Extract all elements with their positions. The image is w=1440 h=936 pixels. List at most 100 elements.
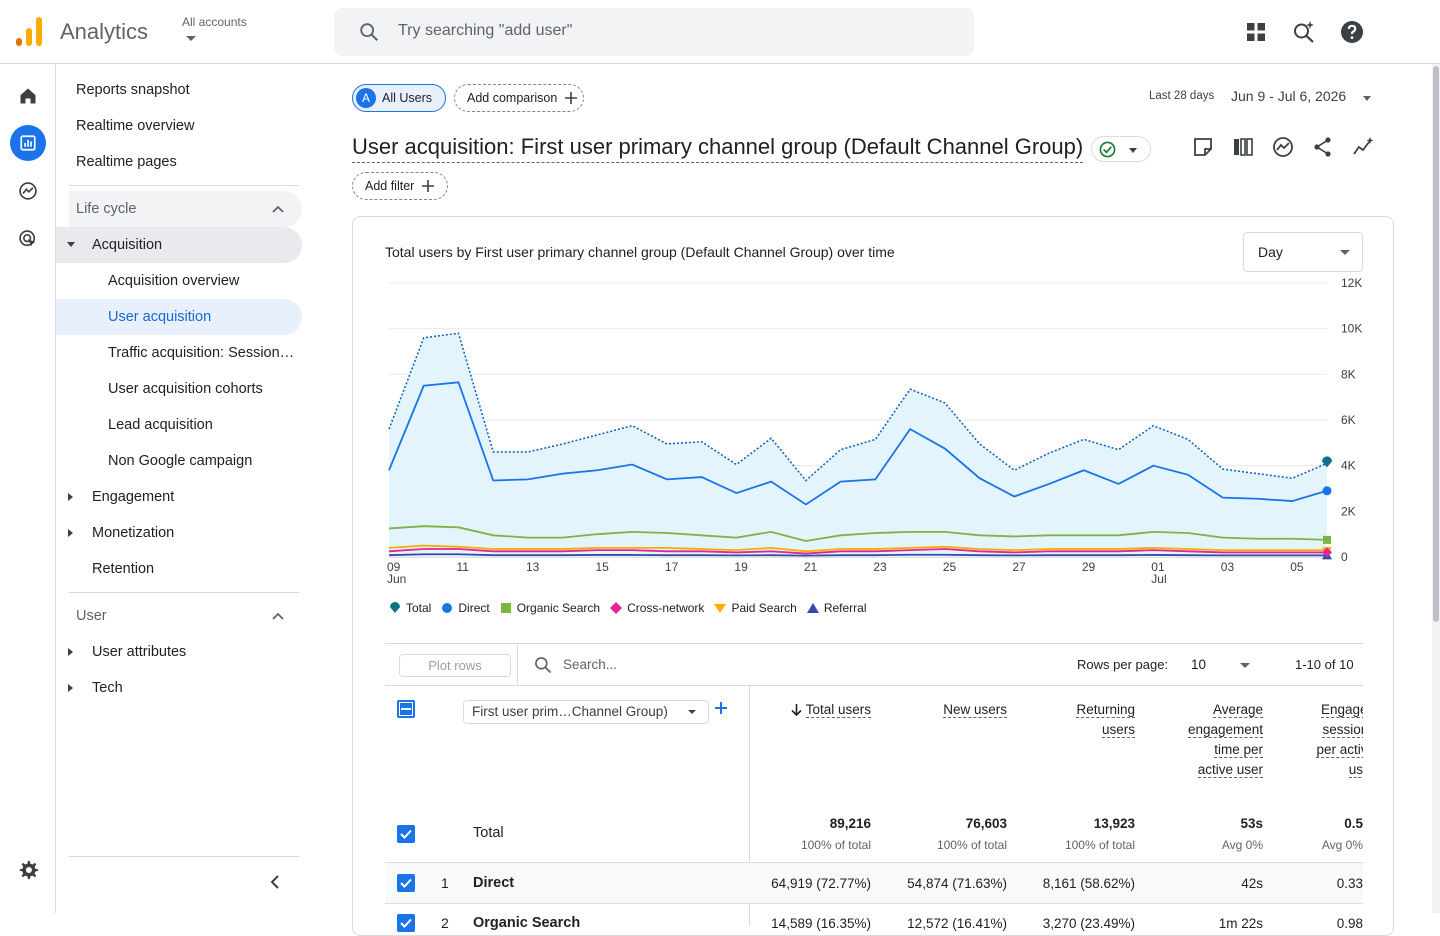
nav-realtime-pages[interactable]: Realtime pages	[76, 154, 177, 170]
nav-section-user[interactable]: User	[69, 598, 302, 634]
help-icon[interactable]	[1340, 20, 1364, 44]
series-line-organic-search	[388, 525, 1328, 542]
column-engaged-sessions-line4: user	[1348, 762, 1363, 778]
nav-monetization[interactable]: Monetization	[56, 515, 302, 551]
row-label[interactable]: Direct	[473, 875, 515, 891]
plot-rows-button[interactable]: Plot rows	[399, 654, 511, 677]
legend-label: Cross-network	[627, 601, 705, 615]
apps-grid-icon[interactable]	[1244, 20, 1268, 44]
explore-button[interactable]	[10, 173, 46, 209]
nav-acquisition[interactable]: Acquisition	[56, 227, 302, 263]
nav-section-lifecycle[interactable]: Life cycle	[69, 191, 302, 227]
nav-lead-acquisition[interactable]: Lead acquisition	[108, 417, 213, 433]
row-value: 54,874 (71.63%)	[907, 876, 1007, 891]
nav-user-acquisition[interactable]: User acquisition	[56, 299, 302, 335]
nav-reports-snapshot[interactable]: Reports snapshot	[76, 82, 190, 98]
legend-item[interactable]: Cross-network	[610, 601, 704, 615]
edit-report-icon[interactable]	[1192, 136, 1214, 158]
row-checkbox[interactable]	[397, 874, 415, 892]
compare-columns-icon[interactable]	[1232, 136, 1254, 158]
account-selector-label[interactable]: All accounts	[182, 15, 247, 29]
segment-letter-badge: A	[356, 88, 376, 108]
insights-icon[interactable]	[1272, 136, 1294, 158]
caret-down-icon	[1129, 148, 1137, 153]
report-status-chip[interactable]	[1091, 136, 1151, 162]
search-placeholder: Try searching "add user"	[398, 22, 573, 39]
plus-icon	[422, 180, 435, 192]
page-scrollbar[interactable]	[1432, 64, 1440, 913]
select-all-checkbox[interactable]	[397, 700, 415, 718]
all-users-chip[interactable]: A All Users	[352, 84, 446, 112]
account-caret-icon[interactable]	[186, 36, 196, 42]
analytics-logo[interactable]	[16, 16, 42, 48]
rows-per-page-select[interactable]: 10	[1191, 657, 1207, 672]
row-value: 14,589 (16.35%)	[771, 916, 871, 931]
legend-item[interactable]: Referral	[806, 601, 867, 615]
nav-realtime-overview[interactable]: Realtime overview	[76, 118, 195, 134]
y-tick-label: 8K	[1341, 367, 1356, 381]
total-row-checkbox[interactable]	[397, 825, 415, 843]
x-tick-label: 15	[595, 560, 609, 574]
row-value: 0.98	[1336, 916, 1363, 931]
date-caret-icon[interactable]	[1363, 96, 1371, 101]
nav-user-acquisition-cohorts[interactable]: User acquisition cohorts	[108, 381, 263, 397]
table-search-input[interactable]: Search...	[563, 657, 618, 672]
add-comparison-button[interactable]: Add comparison	[454, 84, 584, 112]
report-card: Total users by First user primary channe…	[352, 216, 1394, 936]
column-new-users[interactable]: New users	[907, 700, 1007, 720]
nav-user-attributes[interactable]: User attributes	[56, 634, 302, 670]
advertising-icon	[19, 230, 36, 247]
column-total-users[interactable]: Total users	[781, 700, 871, 720]
row-checkbox[interactable]	[397, 914, 415, 932]
check-circle-icon	[1099, 141, 1116, 158]
anomaly-trend-icon[interactable]	[1352, 136, 1374, 158]
caret-down-icon[interactable]	[1240, 663, 1250, 668]
chart-title: Total users by First user primary channe…	[385, 244, 895, 260]
nav-retention[interactable]: Retention	[92, 561, 155, 577]
x-tick-label: 29	[1082, 560, 1096, 574]
column-returning-users[interactable]: Returning users	[1035, 700, 1135, 740]
nav-traffic-acquisition[interactable]: Traffic acquisition: Session…	[108, 345, 295, 361]
legend-item[interactable]: Direct	[441, 601, 490, 615]
legend-item[interactable]: Organic Search	[500, 601, 600, 615]
y-tick-label: 10K	[1341, 322, 1362, 336]
reports-button[interactable]	[10, 125, 46, 161]
nav-tech[interactable]: Tech	[56, 670, 302, 706]
nav-engagement[interactable]: Engagement	[56, 479, 302, 515]
column-avg-engagement-time[interactable]: Average engagement time per active user	[1163, 700, 1263, 780]
granularity-select[interactable]: Day	[1243, 232, 1363, 272]
x-tick-label: 23	[873, 560, 887, 574]
y-tick-label: 12K	[1341, 276, 1362, 290]
scrollbar-thumb[interactable]	[1433, 66, 1439, 622]
search-bar[interactable]: Try searching "add user"	[334, 8, 974, 56]
nav-acquisition-overview[interactable]: Acquisition overview	[108, 273, 240, 289]
collapse-nav-chevron-icon[interactable]	[268, 874, 282, 890]
home-icon	[20, 88, 36, 104]
add-filter-button[interactable]: Add filter	[352, 172, 448, 200]
search-insights-icon[interactable]	[1292, 20, 1316, 44]
date-range-picker[interactable]: Jun 9 - Jul 6, 2026	[1231, 88, 1347, 104]
row-label[interactable]: Organic Search	[473, 915, 581, 931]
column-avg-engagement-line4: active user	[1197, 762, 1263, 778]
caret-right-icon	[68, 493, 73, 501]
home-button[interactable]	[10, 78, 46, 114]
row-value: 42s	[1241, 876, 1263, 891]
advertising-button[interactable]	[10, 221, 46, 257]
column-engaged-sessions-line1: Engaged	[1320, 702, 1363, 718]
search-icon	[360, 23, 378, 41]
report-main: A All Users Add comparison Last 28 days …	[314, 64, 1440, 936]
settings-gear-icon	[19, 860, 39, 880]
legend-item[interactable]: Paid Search	[714, 601, 797, 615]
series-line-total	[388, 332, 1328, 482]
add-dimension-plus-icon[interactable]	[713, 700, 729, 716]
column-engaged-sessions[interactable]: Engaged sessions per active user	[1285, 700, 1363, 780]
nav-non-google-campaign[interactable]: Non Google campaign	[108, 453, 253, 469]
dimension-select[interactable]: First user prim…Channel Group)	[463, 700, 709, 724]
admin-settings-button[interactable]	[10, 852, 46, 888]
legend-item[interactable]: Total	[389, 601, 431, 615]
legend-marker-icon	[806, 603, 819, 613]
legend-marker-icon	[610, 602, 623, 614]
share-icon[interactable]	[1312, 136, 1334, 158]
caret-down-icon	[67, 242, 75, 247]
